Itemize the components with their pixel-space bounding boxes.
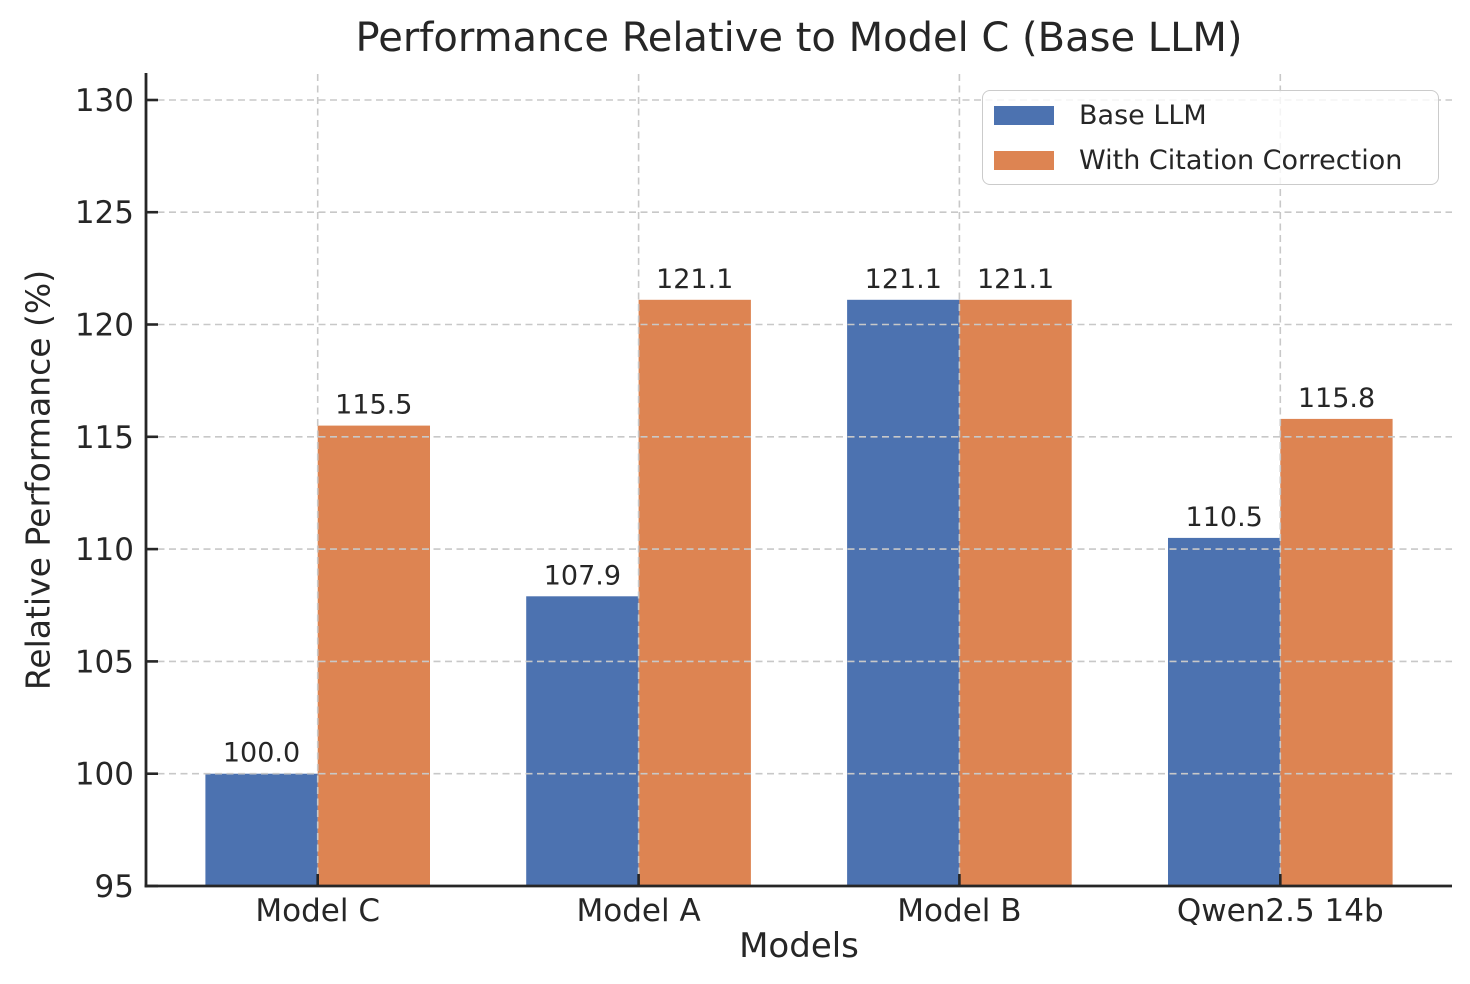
- value-label-with-citation-correction-model-c: 115.5: [335, 390, 412, 421]
- legend-label-citation-correction: With Citation Correction: [1079, 145, 1403, 176]
- bar-base-llm-qwen2-5-14b: [1168, 537, 1281, 886]
- legend-item-base-llm: Base LLM: [994, 93, 1438, 138]
- bar-base-llm-model-c: [205, 773, 318, 886]
- x-tick-label-model-c: Model C: [255, 893, 380, 929]
- y-tick-label-130: 130: [75, 83, 134, 119]
- bar-base-llm-model-b: [847, 299, 960, 886]
- value-label-with-citation-correction-model-a: 121.1: [656, 264, 733, 295]
- bar-with-citation-correction-qwen2-5-14b: [1280, 418, 1393, 886]
- value-label-base-llm-model-b: 121.1: [865, 264, 942, 295]
- value-label-base-llm-model-c: 100.0: [223, 738, 300, 769]
- y-axis-label: Relative Performance (%): [18, 269, 58, 691]
- chart-title: Performance Relative to Model C (Base LL…: [355, 15, 1243, 61]
- y-tick-label-115: 115: [75, 420, 134, 456]
- bar-with-citation-correction-model-a: [638, 299, 751, 886]
- value-label-base-llm-qwen2-5-14b: 110.5: [1186, 502, 1263, 533]
- legend-label-base-llm: Base LLM: [1079, 100, 1207, 131]
- y-tick-label-120: 120: [75, 308, 134, 344]
- y-tick-label-125: 125: [75, 195, 134, 231]
- y-tick-label-95: 95: [95, 869, 134, 905]
- y-tick-label-110: 110: [75, 532, 134, 568]
- y-tick-label-100: 100: [75, 757, 134, 793]
- legend-swatch-base-llm: [994, 106, 1054, 125]
- value-label-base-llm-model-a: 107.9: [544, 560, 621, 591]
- bar-with-citation-correction-model-c: [317, 425, 430, 886]
- x-axis-label: Models: [739, 926, 859, 966]
- legend: Base LLM With Citation Correction: [982, 90, 1439, 185]
- bar-with-citation-correction-model-b: [959, 299, 1072, 886]
- y-tick-label-105: 105: [75, 644, 134, 680]
- value-label-with-citation-correction-qwen2-5-14b: 115.8: [1298, 383, 1375, 414]
- bar-base-llm-model-a: [526, 596, 639, 886]
- value-label-with-citation-correction-model-b: 121.1: [977, 264, 1054, 295]
- legend-item-citation-correction: With Citation Correction: [994, 138, 1438, 183]
- x-tick-label-model-a: Model A: [577, 893, 701, 929]
- x-tick-label-model-b: Model B: [897, 893, 1021, 929]
- x-tick-label-qwen2-5-14b: Qwen2.5 14b: [1177, 893, 1384, 929]
- legend-swatch-citation-correction: [994, 151, 1054, 170]
